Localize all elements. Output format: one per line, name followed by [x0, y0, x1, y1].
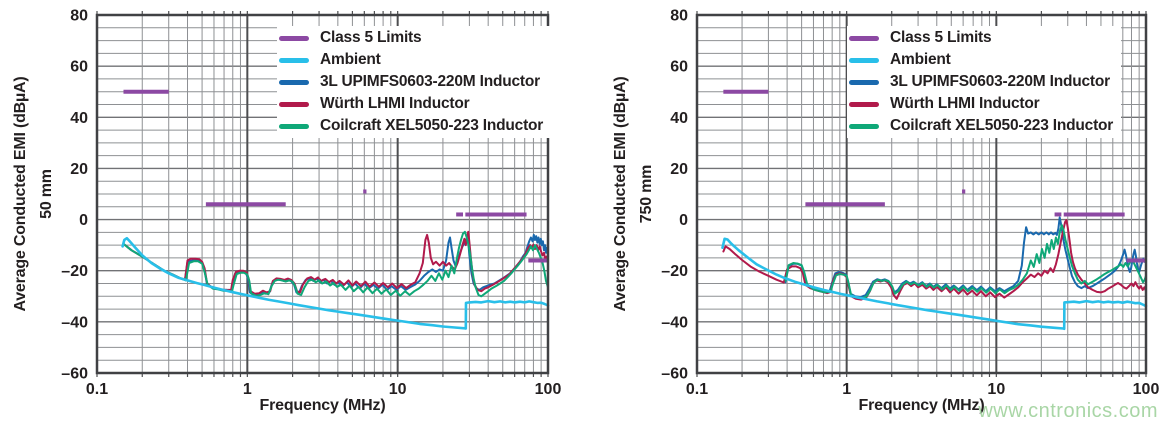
legend: Class 5 Limits Ambient 3L UPIMFS0603-220M …: [277, 26, 552, 138]
y-tick-label: 20: [70, 161, 88, 178]
y-tick-label: –60: [661, 366, 688, 383]
legend-label: Würth LHMI Inductor: [320, 95, 470, 112]
x-axis-title: Frequency (MHz): [259, 397, 386, 414]
legend-item: Ambient: [279, 49, 543, 71]
legend-item: Coilcraft XEL5050-223 Inductor: [849, 115, 1113, 137]
y-axis-distance-label: 750 mm: [638, 164, 655, 224]
legend-label: Coilcraft XEL5050-223 Inductor: [320, 117, 544, 134]
y-axis-title: Average Conducted EMI (dBµA): [12, 76, 29, 312]
legend-swatch-class-5-limits: [849, 35, 879, 41]
y-axis-distance-label: 50 mm: [38, 169, 55, 219]
plot-border: [695, 13, 1148, 375]
series-line-w-rth-lhmi-inductor: [122, 230, 549, 295]
series-line-ambient: [121, 236, 550, 330]
legend-item: Class 5 Limits: [849, 27, 1113, 49]
x-tick-label: 10: [987, 381, 1005, 398]
legend-swatch-w-rth-lhmi-inductor: [849, 101, 879, 107]
watermark: www.cntronics.com: [978, 400, 1158, 422]
legend-swatch-3l-upimfs0603-220m-inductor: [279, 79, 309, 85]
y-tick-label: 0: [679, 212, 688, 229]
legend-label: Class 5 Limits: [320, 29, 422, 46]
chart-750mm: 80 60 40 20 0 –20 –40 –60 0.1 1 10 100 Average Condu…: [583, 0, 1166, 427]
x-tick-label: 1: [842, 381, 851, 398]
legend-swatch-ambient: [849, 57, 879, 63]
y-tick-label: –20: [61, 263, 88, 280]
legend-label: Ambient: [890, 51, 951, 68]
y-tick-label: 0: [79, 212, 88, 229]
y-tick-label: 60: [670, 59, 688, 76]
legend-item: Coilcraft XEL5050-223 Inductor: [279, 115, 543, 137]
legend-swatch-class-5-limits: [279, 35, 309, 41]
x-tick-label: 1: [243, 381, 252, 398]
legend-label: Ambient: [320, 51, 381, 68]
legend-label: Coilcraft XEL5050-223 Inductor: [890, 117, 1114, 134]
legend-swatch-w-rth-lhmi-inductor: [279, 101, 309, 107]
legend-item: 3L UPIMFS0603-220M Inductor: [279, 71, 543, 93]
y-tick-label: –60: [61, 366, 88, 383]
y-tick-label: 60: [70, 59, 88, 76]
x-tick-label: 10: [389, 381, 407, 398]
y-tick-label: –40: [661, 314, 688, 331]
legend-label: 3L UPIMFS0603-220M Inductor: [320, 73, 540, 90]
legend-swatch-3l-upimfs0603-220m-inductor: [849, 79, 879, 85]
legend-label: Würth LHMI Inductor: [890, 95, 1040, 112]
legend: Class 5 Limits Ambient 3L UPIMFS0603-220M …: [847, 26, 1122, 138]
plot-border: [95, 13, 550, 375]
series-line-w-rth-lhmi-inductor: [722, 219, 1147, 301]
series-line-ambient: [721, 237, 1148, 331]
y-tick-label: 80: [670, 8, 688, 25]
series-line-3l-upimfs0603-220m-inductor: [784, 216, 1147, 299]
legend-swatch-coilcraft-xel5050-223-inductor: [279, 123, 309, 129]
y-tick-label: –40: [61, 314, 88, 331]
legend-label: 3L UPIMFS0603-220M Inductor: [890, 73, 1110, 90]
y-axis-title: Average Conducted EMI (dBµA): [612, 76, 629, 312]
legend-item: Würth LHMI Inductor: [849, 93, 1113, 115]
x-tick-label: 100: [1133, 381, 1160, 398]
legend-item: Class 5 Limits: [279, 27, 543, 49]
y-tick-label: 40: [70, 110, 88, 127]
chart-50mm: 80 60 40 20 0 –20 –40 –60 0.1 1 10 100 Average Condu…: [12, 8, 562, 415]
legend-swatch-coilcraft-xel5050-223-inductor: [849, 123, 879, 129]
y-tick-label: 20: [670, 161, 688, 178]
x-axis-title: Frequency (MHz): [858, 397, 985, 414]
legend-item: Ambient: [849, 49, 1113, 71]
x-tick-label: 0.1: [686, 381, 708, 398]
legend-item: Würth LHMI Inductor: [279, 93, 543, 115]
y-tick-label: 40: [670, 110, 688, 127]
x-tick-label: 100: [535, 381, 562, 398]
legend-swatch-ambient: [279, 57, 309, 63]
y-tick-label: –20: [661, 263, 688, 280]
y-tick-label: 80: [70, 8, 88, 25]
legend-item: 3L UPIMFS0603-220M Inductor: [849, 71, 1113, 93]
series-line-coilcraft-xel5050-223-inductor: [122, 230, 549, 298]
x-tick-label: 0.1: [86, 381, 108, 398]
legend-label: Class 5 Limits: [890, 29, 992, 46]
